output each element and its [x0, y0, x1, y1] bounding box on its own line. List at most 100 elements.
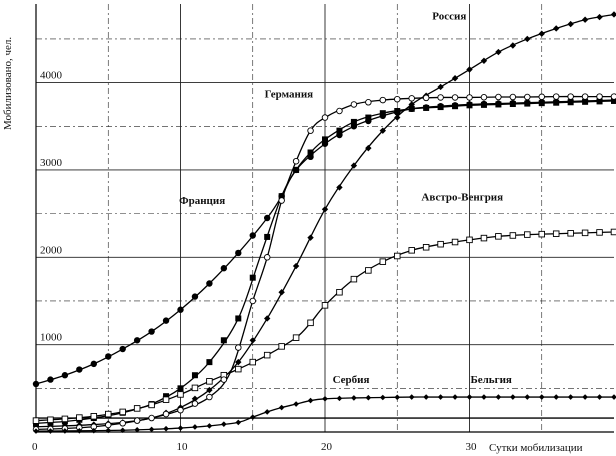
data-point-Австро-Венгрия	[610, 228, 616, 236]
data-point-Франция	[336, 131, 343, 139]
data-point-Сербия	[524, 93, 531, 101]
data-point-Россия	[538, 30, 545, 37]
data-point-Франция	[177, 306, 184, 313]
data-point-Бельгия	[567, 394, 574, 400]
data-point-Россия	[336, 184, 343, 191]
data-point-Франция	[162, 317, 170, 324]
data-point-Франция	[105, 353, 112, 360]
data-point-Австро-Венгрия	[47, 416, 54, 424]
data-point-Бельгия	[596, 394, 603, 400]
data-point-Сербия	[408, 95, 415, 102]
data-point-Россия	[495, 48, 502, 56]
axes	[35, 4, 614, 433]
data-point-Сербия	[206, 393, 213, 401]
data-point-Бельгия	[481, 394, 487, 400]
data-point-Бельгия	[91, 427, 97, 434]
data-point-Сербия	[495, 93, 502, 101]
data-point-Франция	[394, 109, 401, 116]
data-point-Франция	[408, 105, 415, 113]
data-point-Австро-Венгрия	[133, 405, 141, 412]
data-point-Сербия	[336, 107, 343, 115]
data-point-Сербия	[451, 94, 459, 101]
data-point-Сербия	[263, 254, 271, 261]
data-point-Сербия	[422, 94, 430, 102]
data-point-Австро-Венгрия	[104, 410, 112, 418]
data-point-Франция	[235, 249, 242, 257]
y-axis-label: Мобилизовано, чел.	[2, 37, 14, 130]
data-point-Бельгия	[452, 394, 458, 400]
data-point-Бельгия	[307, 397, 314, 404]
data-point-Германия	[177, 385, 184, 392]
series-markers	[32, 11, 616, 434]
data-point-Бельгия	[264, 409, 270, 415]
data-point-Германия	[206, 359, 213, 366]
data-point-Россия	[466, 66, 473, 73]
data-point-Австро-Венгрия	[191, 384, 199, 392]
grid	[36, 4, 614, 432]
x-tick-label: 20	[321, 441, 333, 453]
data-point-Австро-Венгрия	[466, 236, 473, 244]
data-point-Бельгия	[62, 428, 68, 434]
data-point-Австро-Венгрия	[76, 414, 83, 421]
data-point-Австро-Венгрия	[249, 358, 256, 366]
data-point-Бельгия	[33, 428, 39, 434]
data-point-Сербия	[321, 114, 329, 121]
data-point-Россия	[278, 289, 285, 296]
data-point-Австро-Венгрия	[495, 233, 502, 240]
data-point-Австро-Венгрия	[177, 391, 184, 398]
data-point-Бельгия	[582, 394, 588, 400]
data-point-Франция	[350, 123, 358, 130]
data-point-Россия	[235, 358, 242, 366]
data-point-Бельгия	[134, 427, 140, 433]
data-point-Франция	[61, 372, 69, 379]
series-label-Германия: Германия	[265, 88, 314, 100]
data-point-Сербия	[394, 95, 401, 103]
data-point-Бельгия	[466, 394, 473, 400]
data-point-Австро-Венгрия	[336, 288, 343, 296]
data-point-Россия	[596, 13, 603, 21]
data-point-Сербия	[235, 344, 242, 351]
data-point-Франция	[119, 345, 126, 353]
data-point-Бельгия	[437, 394, 444, 400]
data-point-Сербия	[119, 420, 126, 427]
data-point-Россия	[437, 83, 444, 91]
data-point-Франция	[466, 101, 473, 108]
y-tick-label: 4000	[40, 70, 63, 82]
data-point-Бельгия	[206, 423, 213, 429]
data-point-Франция	[32, 380, 40, 388]
data-point-Франция	[220, 265, 228, 272]
data-point-Франция	[47, 376, 54, 383]
data-point-Россия	[191, 395, 199, 403]
data-point-Австро-Венгрия	[524, 231, 531, 238]
data-point-Бельгия	[380, 394, 386, 401]
data-point-Германия	[336, 127, 343, 134]
data-point-Сербия	[437, 94, 444, 101]
data-point-Бельгия	[510, 394, 516, 400]
data-point-Австро-Венгрия	[206, 378, 213, 385]
data-point-Франция	[148, 328, 155, 335]
data-point-Франция	[567, 98, 574, 105]
data-point-Австро-Венгрия	[90, 413, 98, 420]
data-point-Бельгия	[119, 427, 126, 434]
data-point-Россия	[480, 57, 488, 64]
x-tick-label: 30	[466, 441, 478, 453]
data-point-Бельгия	[221, 421, 227, 427]
data-point-Сербия	[307, 127, 314, 134]
data-point-Россия	[249, 337, 256, 344]
data-point-Бельгия	[235, 419, 242, 426]
data-point-Россия	[206, 386, 213, 394]
data-point-Россия	[264, 315, 271, 322]
data-point-Сербия	[191, 400, 199, 407]
data-point-Австро-Венгрия	[235, 365, 242, 373]
data-point-Франция	[292, 166, 300, 174]
data-point-Германия	[350, 118, 357, 125]
data-point-Сербия	[249, 297, 256, 305]
data-point-Бельгия	[495, 394, 502, 400]
data-point-Сербия	[148, 414, 155, 422]
data-point-Австро-Венгрия	[263, 351, 271, 359]
data-point-Германия	[235, 315, 242, 322]
y-tick-label: 3000	[40, 157, 63, 169]
data-point-Австро-Венгрия	[451, 238, 459, 246]
